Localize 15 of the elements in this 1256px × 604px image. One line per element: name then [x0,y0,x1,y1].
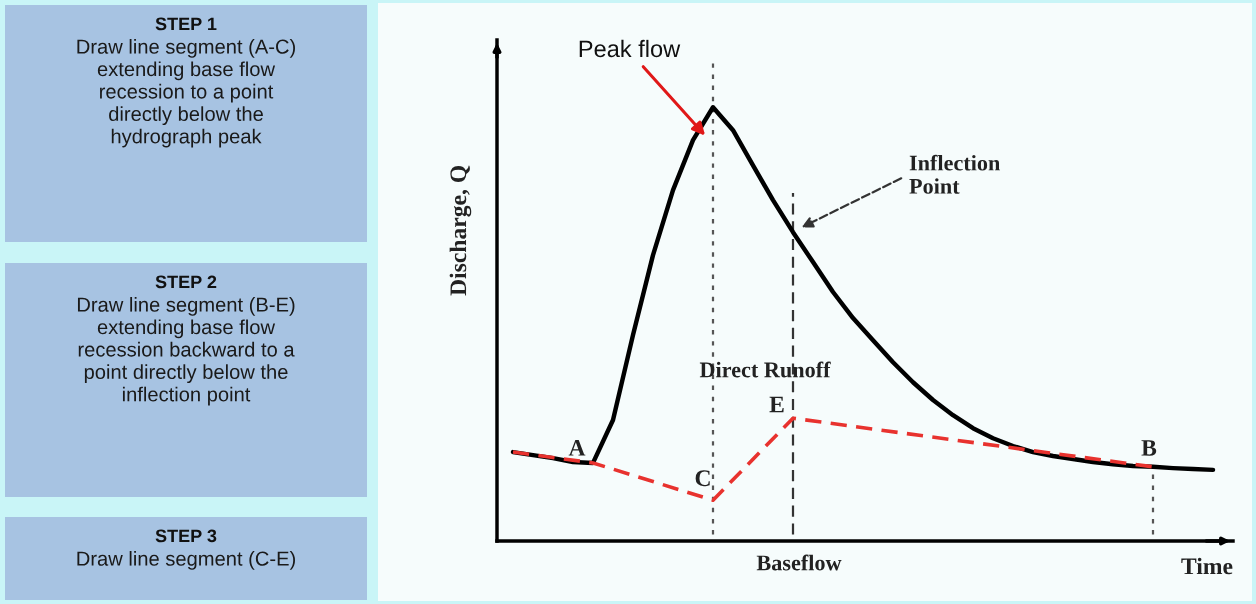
text: Draw line segment (B-E) extending base flow recession backward to a point directly below the inflection point [77,297,295,406]
annotation: Inflection Point [909,154,1001,194]
annotation: C [695,470,710,487]
y-axis-title: Discharge, Q [449,165,472,296]
x-axis-title: Time [1181,557,1233,575]
text: STEP 2 [155,275,217,289]
text: STEP 3 [155,529,217,543]
text: Draw line segment (A-C) extending base flow recession to a point directly below the hydrograph peak [77,39,295,148]
annotation: A [568,440,586,456]
text: Peak flow [579,39,681,58]
text: Baseflow [756,554,842,571]
annotation: B [1141,440,1157,456]
text: Draw line segment (C-E) [77,551,295,570]
annotation: E [769,396,784,413]
text: STEP 1 [155,17,217,31]
